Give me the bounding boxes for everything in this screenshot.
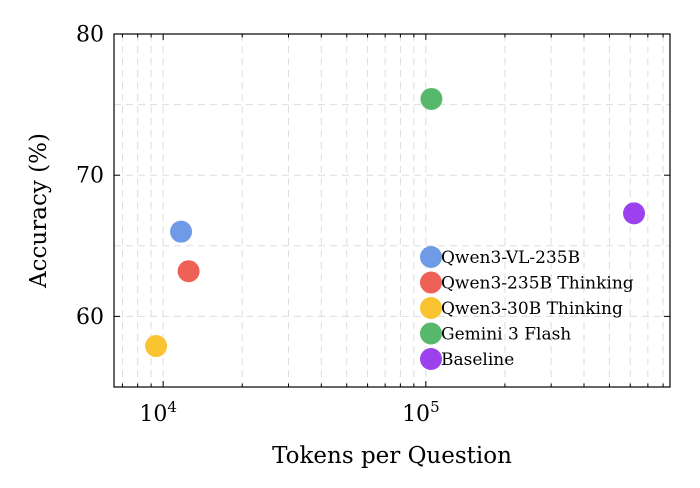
legend-label: Qwen3-235B Thinking (441, 274, 634, 294)
data-point (420, 87, 443, 110)
data-point (623, 202, 646, 225)
y-tick-label: 70 (76, 164, 104, 189)
legend-label: Qwen3-VL-235B (441, 248, 580, 268)
x-tick-label: 104 (139, 398, 177, 427)
y-tick-label: 80 (76, 23, 104, 48)
data-point (145, 335, 168, 358)
data-point (170, 220, 193, 243)
x-tick-label: 105 (402, 398, 440, 427)
axis-ticks: 60 70 80 104 105 (76, 23, 670, 427)
y-axis-label: Accuracy (%) (26, 133, 52, 289)
y-tick-label: 60 (76, 305, 104, 330)
legend-marker (420, 322, 442, 345)
data-points (145, 87, 646, 358)
legend-label: Gemini 3 Flash (441, 325, 571, 345)
data-point (177, 260, 200, 283)
plot-frame (113, 33, 671, 388)
y-axis-label-group: Accuracy (%) (26, 133, 52, 289)
x-axis-label: Tokens per Question (272, 443, 512, 469)
legend: Qwen3-VL-235B Qwen3-235B Thinking Qwen3-30… (420, 246, 634, 370)
legend-label: Baseline (441, 350, 514, 370)
legend-marker (420, 271, 442, 294)
grid (114, 33, 670, 388)
legend-marker (420, 246, 442, 268)
legend-marker (420, 297, 442, 319)
legend-label: Qwen3-30B Thinking (441, 299, 623, 319)
legend-marker (420, 348, 442, 370)
